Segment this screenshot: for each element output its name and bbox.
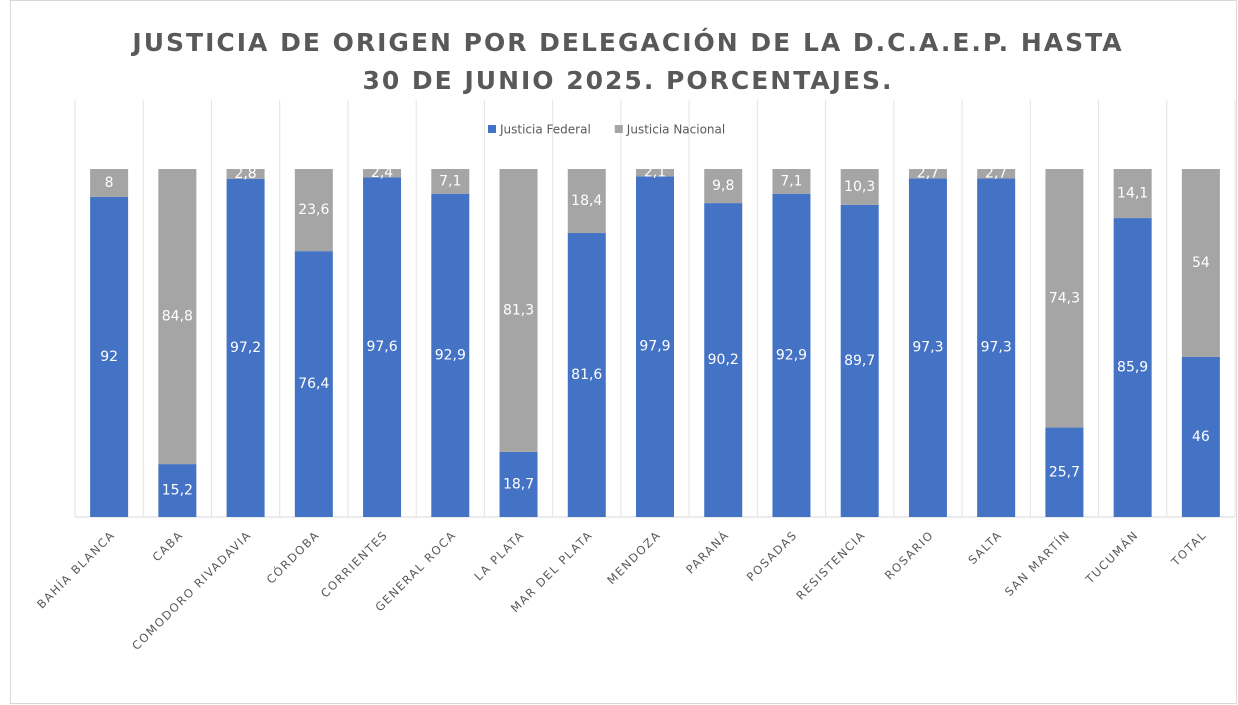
bar-segment	[294, 251, 333, 518]
data-label: 54	[1192, 255, 1210, 271]
bar-segment	[567, 233, 606, 518]
data-label: 9,8	[712, 178, 734, 194]
data-label: 85,9	[1117, 360, 1148, 376]
bar-segment	[363, 177, 402, 518]
data-label: 18,7	[503, 476, 534, 492]
chart-frame	[10, 0, 1237, 704]
legend-label: Justicia Nacional	[626, 123, 725, 137]
bar-segment	[226, 169, 265, 179]
bar-segment	[567, 169, 606, 234]
x-tick-label: CORRIENTES	[318, 528, 391, 601]
data-label: 97,6	[366, 339, 397, 355]
data-label: 2,4	[371, 165, 393, 181]
bar-segment	[499, 451, 538, 517]
bar-segment	[704, 203, 743, 517]
data-label: 10,3	[844, 179, 875, 195]
data-label: 76,4	[298, 376, 329, 392]
x-tick-label: SALTA	[965, 528, 1004, 567]
data-label: 15,2	[162, 483, 193, 499]
bar-segment	[704, 169, 743, 204]
bar-segment	[772, 169, 811, 194]
data-label: 25,7	[1049, 464, 1080, 480]
x-tick-label: RESISTENCIA	[793, 528, 868, 603]
data-label: 46	[1192, 429, 1210, 445]
data-label: 81,3	[503, 302, 534, 318]
bar-segment	[1045, 169, 1084, 428]
bar-segment	[90, 169, 129, 197]
data-label: 92,9	[435, 347, 466, 363]
bar-segment	[772, 193, 811, 517]
bar-segment	[1181, 169, 1220, 357]
bar-segment	[840, 169, 879, 205]
data-label: 7,1	[780, 173, 802, 189]
bar-segment	[294, 169, 333, 252]
data-label: 89,7	[844, 353, 875, 369]
bar-segment	[158, 169, 197, 465]
data-label: 2,1	[644, 165, 666, 181]
bar-segment	[977, 178, 1016, 517]
bar-segment	[431, 193, 470, 517]
bar-segment	[1045, 427, 1084, 517]
x-tick-label: SAN MARTÍN	[1001, 527, 1073, 599]
bar-segment	[908, 169, 947, 179]
bar-segment	[636, 176, 674, 518]
data-label: 90,2	[708, 352, 739, 368]
x-tick-label: CÓRDOBA	[263, 527, 323, 587]
data-label: 97,2	[230, 340, 261, 356]
data-label: 8	[105, 175, 114, 191]
data-label: 2,7	[985, 166, 1007, 182]
bar-segment	[226, 178, 265, 517]
chart-title: 30 DE JUNIO 2025. PORCENTAJES.	[362, 66, 893, 95]
x-tick-label: BAHÍA BLANCA	[33, 527, 117, 611]
data-label: 2,7	[917, 166, 939, 182]
x-tick-label: POSADAS	[744, 528, 800, 584]
legend-swatch	[488, 125, 496, 133]
data-label: 97,9	[639, 339, 670, 355]
chart-title: JUSTICIA DE ORIGEN POR DELEGACIÓN DE LA …	[130, 27, 1123, 57]
x-tick-label: COMODORO RIVADAVIA	[129, 528, 254, 653]
data-label: 97,3	[981, 340, 1012, 356]
legend-swatch	[614, 125, 623, 133]
data-label: 97,3	[912, 340, 943, 356]
x-tick-label: ROSARIO	[882, 528, 937, 583]
bar-segment	[1113, 218, 1152, 517]
x-tick-label: TUCUMÁN	[1081, 527, 1141, 587]
bar-segment	[90, 196, 129, 517]
bar-segment	[1113, 169, 1152, 219]
bar-segment	[431, 169, 470, 194]
data-label: 23,6	[298, 202, 329, 218]
x-tick-label: LA PLATA	[471, 528, 527, 584]
x-tick-label: CABA	[149, 528, 186, 565]
data-label: 81,6	[571, 367, 602, 383]
bar-segment	[1181, 356, 1220, 517]
legend-label: Justicia Federal	[499, 123, 591, 137]
data-label: 92,9	[776, 347, 807, 363]
data-label: 18,4	[571, 193, 602, 209]
x-tick-label: TOTAL	[1168, 528, 1210, 570]
bar-segment	[499, 169, 538, 452]
data-label: 74,3	[1049, 290, 1080, 306]
bar-segment	[977, 169, 1016, 179]
bar-segment	[840, 204, 879, 517]
data-label: 14,1	[1117, 186, 1148, 202]
x-tick-label: MENDOZA	[604, 528, 663, 587]
bar-segment	[908, 178, 947, 517]
data-label: 7,1	[439, 173, 461, 189]
bar-segment	[158, 464, 197, 517]
data-label: 92	[100, 349, 118, 365]
data-label: 2,8	[234, 166, 256, 182]
bar-segment	[636, 169, 674, 177]
data-label: 84,8	[162, 309, 193, 325]
bar-segment	[363, 169, 402, 178]
x-tick-label: PARANÁ	[682, 527, 731, 576]
